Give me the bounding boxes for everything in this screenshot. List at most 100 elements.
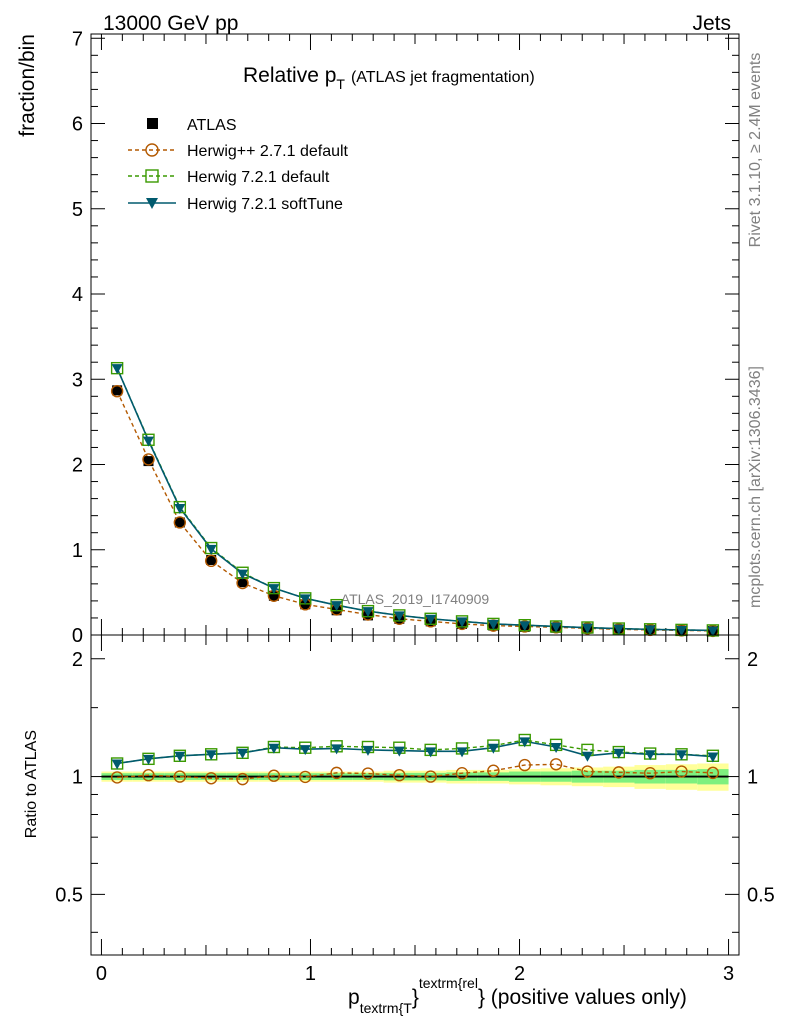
x-axis-label: ptextrm{T}textrm{rel} (positive values o… [348,975,687,1016]
ratio-herwigpp-point [643,767,657,780]
atlas-point [206,554,217,565]
ratio-y-tick-label: 0.5 [55,884,83,906]
x-tick-label: 2 [514,963,525,985]
ratio-herwigpp-point [581,765,594,778]
main-y-tick-label: 1 [72,540,83,562]
ratio-herwigpp-point [110,771,124,784]
legend: ATLAS Herwig++ 2.7.1 default Herwig 7.2.… [128,117,349,213]
ratio-softtune-point [111,759,123,770]
x-tick-label: 3 [723,963,734,985]
plot-title: Relative pT (ATLAS jet fragmentation) [243,64,535,92]
atlas-point [268,590,279,601]
main-y-tick-label: 2 [72,455,83,477]
legend-label-softtune: Herwig 7.2.1 softTune [187,196,343,213]
legend-marker-herwig721 [145,169,159,183]
ratio-herwigpp-point [675,765,688,778]
softtune-point [205,544,217,555]
softtune-point [644,625,656,636]
main-y-tick-label: 3 [72,369,83,391]
legend-label-herwig721: Herwig 7.2.1 default [187,169,330,186]
softtune-point [456,617,468,628]
ratio-softtune-point [707,752,719,763]
main-y-axis-label: fraction/bin [16,34,39,137]
ratio-herwigpp-point [424,770,437,783]
ratio-herwigpp-point [267,769,281,782]
ratio-herwigpp-point [299,770,312,784]
ratio-herwigpp-point [361,767,375,780]
ratio-herwigpp-point [393,769,406,782]
softtune-point [550,622,562,633]
softtune-point [111,364,123,375]
atlas-point [237,577,248,588]
softtune-point [519,621,531,632]
atlas-point [143,456,154,467]
legend-marker-herwigpp [145,143,159,157]
ratio-y-axis-label: Ratio to ATLAS [23,730,40,838]
ratio-y-tick-label-right: 0.5 [747,884,775,906]
ratio-softtune-point [142,754,154,765]
ratio-softtune-point [268,743,280,754]
main-y-tick-label: 5 [72,199,83,221]
ratio-softtune-point [331,744,343,755]
main-y-tick-label: 4 [72,284,83,306]
ratio-softtune-point [299,745,311,756]
ratio-softtune-point [676,750,688,761]
ratio-herwigpp-point [706,766,720,780]
main-plot-area: 0 1 2 3 4 5 6 7 [72,28,740,647]
legend-label-atlas: ATLAS [187,117,237,134]
legend-marker-atlas [147,118,158,129]
ratio-herwigpp-point [142,769,155,782]
ratio-frame [90,634,740,956]
ratio-softtune-point [425,747,437,758]
herwigpp-point [142,453,155,466]
ratio-y-tick-label: 1 [72,767,83,789]
main-y-tick-label: 7 [72,28,83,50]
ratio-softtune-point [644,750,656,761]
ratio-softtune-point [550,743,562,753]
ratio-y-tick-label-right: 2 [747,649,758,671]
ratio-herwigpp-point [455,767,469,780]
softtune-point [362,607,374,618]
legend-marker-softtune [146,198,158,209]
ratio-y-tick-label: 2 [72,649,83,671]
x-tick-label: 1 [305,963,316,985]
mcplots-label: mcplots.cern.ch [arXiv:1306.3436] [747,366,764,608]
softtune-point [299,594,311,605]
atlas-point [112,385,123,396]
ratio-softtune-point [174,751,186,762]
ratio-herwigpp-point [612,766,626,779]
x-tick-label: 0 [96,963,107,985]
ratio-softtune-point [613,748,625,759]
ratio-softtune-point [519,737,531,748]
softtune-point [581,623,593,634]
softtune-point [331,601,343,612]
softtune-point [487,619,499,630]
ratio-herwigpp-point [173,770,187,783]
header-energy: 13000 GeV pp [103,12,238,35]
main-y-tick-label: 0 [72,625,83,647]
softtune-point [676,625,688,636]
ratio-softtune-point [237,748,249,759]
ratio-softtune-point [393,746,405,757]
herwigpp-point [204,554,218,568]
atlas-point [174,517,185,528]
header-category: Jets [692,12,731,35]
ratio-herwigpp-point [204,772,218,785]
softtune-point [174,503,186,514]
rivet-version-label: Rivet 3.1.10, ≥ 2.4M events [747,53,764,248]
main-y-tick-label: 6 [72,114,83,136]
ratio-softtune-point [456,747,468,758]
softtune-point [707,626,719,637]
ratio-herwigpp-point [518,758,531,772]
ratio-herwigpp-point [549,758,563,771]
ratio-softtune-point [487,743,499,754]
herwigpp-point [173,516,187,529]
softtune-point [393,611,405,622]
ratio-y-tick-label-right: 1 [747,767,758,789]
ratio-softtune-point [581,751,593,762]
ratio-softtune-point [362,745,374,756]
softtune-point [425,614,437,625]
ratio-softtune-point [205,750,217,761]
softtune-point [142,436,154,447]
